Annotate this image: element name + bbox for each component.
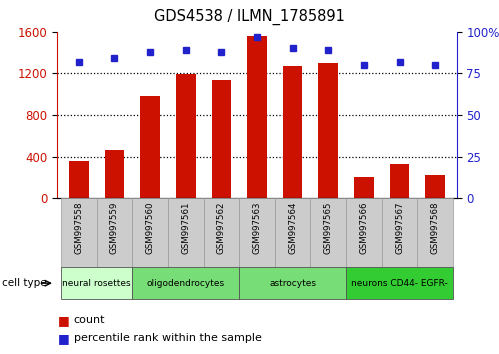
Text: GSM997568: GSM997568	[431, 202, 440, 254]
Text: ■: ■	[57, 332, 69, 344]
Bar	[382, 198, 417, 267]
Bar	[417, 198, 453, 267]
Text: GSM997565: GSM997565	[324, 202, 333, 254]
Bar	[140, 96, 160, 198]
Text: GDS4538 / ILMN_1785891: GDS4538 / ILMN_1785891	[154, 9, 345, 25]
Bar	[425, 175, 445, 198]
Bar	[247, 36, 267, 198]
Bar	[346, 267, 453, 299]
Bar	[132, 198, 168, 267]
Bar	[310, 198, 346, 267]
Text: GSM997566: GSM997566	[359, 202, 368, 254]
Bar	[69, 161, 89, 198]
Text: count: count	[74, 315, 105, 325]
Text: neural rosettes: neural rosettes	[62, 279, 131, 288]
Text: GSM997564: GSM997564	[288, 202, 297, 254]
Bar	[132, 267, 239, 299]
Text: GSM997563: GSM997563	[252, 202, 261, 254]
Bar	[61, 267, 132, 299]
Text: astrocytes: astrocytes	[269, 279, 316, 288]
Bar	[283, 66, 302, 198]
Text: neurons CD44- EGFR-: neurons CD44- EGFR-	[351, 279, 448, 288]
Bar	[212, 80, 231, 198]
Bar	[176, 74, 196, 198]
Text: GSM997558: GSM997558	[74, 202, 83, 254]
Bar	[346, 198, 382, 267]
Text: GSM997559: GSM997559	[110, 202, 119, 254]
Bar	[168, 198, 204, 267]
Bar	[239, 267, 346, 299]
Text: GSM997560: GSM997560	[146, 202, 155, 254]
Bar	[275, 198, 310, 267]
Text: oligodendrocytes: oligodendrocytes	[147, 279, 225, 288]
Bar	[97, 198, 132, 267]
Text: GSM997561: GSM997561	[181, 202, 190, 254]
Bar	[239, 198, 275, 267]
Bar	[318, 63, 338, 198]
Text: GSM997567: GSM997567	[395, 202, 404, 254]
Text: percentile rank within the sample: percentile rank within the sample	[74, 333, 262, 343]
Text: ■: ■	[57, 314, 69, 327]
Bar	[204, 198, 239, 267]
Bar	[61, 198, 97, 267]
Text: cell type: cell type	[2, 278, 47, 288]
Bar	[354, 177, 374, 198]
Bar	[390, 164, 409, 198]
Bar	[105, 150, 124, 198]
Text: GSM997562: GSM997562	[217, 202, 226, 254]
